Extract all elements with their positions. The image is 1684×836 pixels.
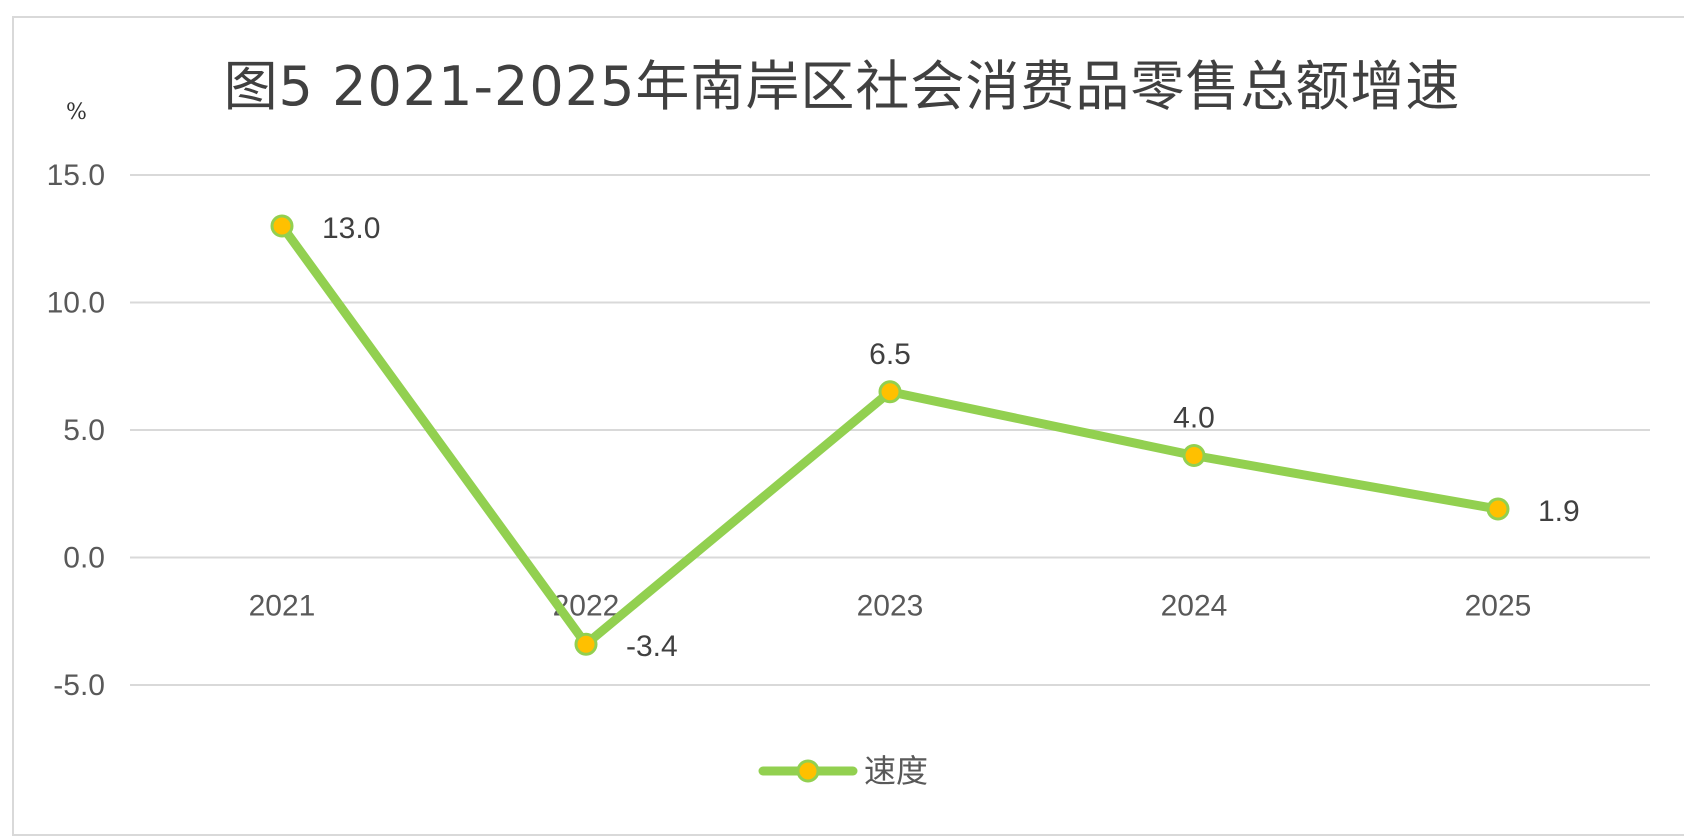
y-unit-label: % [66, 100, 87, 125]
data-point [1182, 444, 1206, 467]
gridlines [130, 174, 1650, 686]
data-point [878, 380, 902, 404]
data-label: 6.5 [869, 338, 911, 371]
y-axis-ticks: 15.0 10.0 5.0 0.0 -5.0 [47, 159, 105, 702]
x-tick-label: 2023 [857, 590, 924, 623]
chart-title: 图5 2021-2025年南岸区社会消费品零售总额增速 [223, 55, 1461, 118]
data-label: 13.0 [322, 212, 380, 245]
data-point [270, 214, 294, 238]
series-speed [270, 214, 1510, 656]
data-label: -3.4 [626, 630, 678, 663]
data-point [1486, 497, 1510, 521]
data-label: 4.0 [1173, 402, 1215, 435]
y-tick-label: 5.0 [63, 414, 105, 447]
x-tick-label: 2021 [249, 590, 316, 623]
legend: 速度 [758, 752, 928, 790]
x-tick-label: 2024 [1161, 590, 1228, 623]
y-tick-label: -5.0 [53, 669, 105, 702]
x-axis-ticks: 2021 2022 2023 2024 2025 [249, 590, 1532, 623]
y-tick-label: 15.0 [47, 159, 105, 192]
y-tick-label: 10.0 [47, 287, 105, 320]
legend-series-name: 速度 [864, 752, 928, 790]
data-label: 1.9 [1538, 495, 1580, 528]
data-labels: 13.0 -3.4 6.5 4.0 1.9 [322, 212, 1580, 663]
x-tick-label: 2025 [1465, 590, 1532, 623]
data-point [574, 632, 598, 656]
legend-marker-swatch [796, 759, 820, 783]
y-tick-label: 0.0 [63, 542, 105, 575]
series-line [277, 221, 1503, 649]
